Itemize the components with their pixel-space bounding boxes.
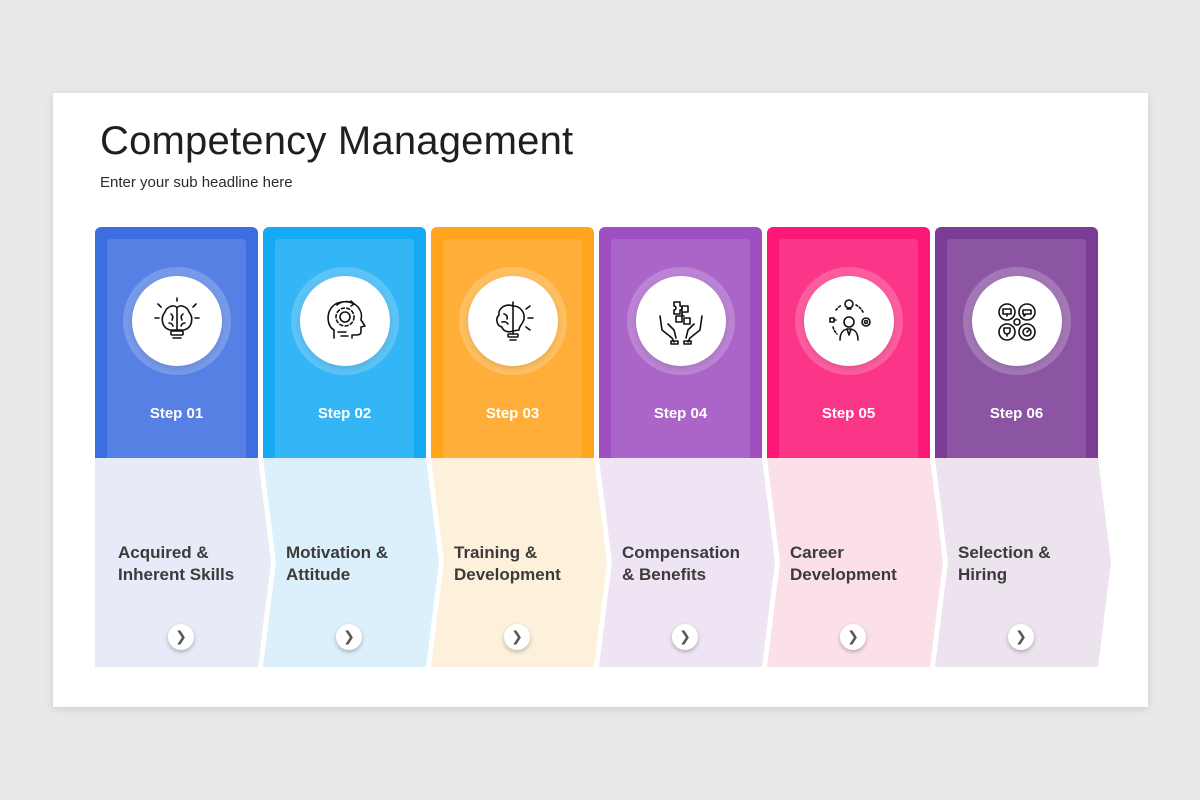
step-4-header: Step 04 [599,227,762,458]
steps-row: Step 01 Acquired & Inherent Skills ❯ [95,227,1111,667]
step-4-next-button[interactable]: ❯ [672,624,698,650]
slide: Competency Management Enter your sub hea… [53,93,1148,707]
step-6-next-button[interactable]: ❯ [1008,624,1034,650]
step-5-label: Step 05 [821,405,876,422]
step-3-header: Step 03 [431,227,594,458]
step-5-arrow-shape [767,458,943,667]
step-1-arrow-shape [95,458,271,667]
step-2-label: Step 02 [317,405,372,422]
step-6-text-line1: Selection & [958,543,1051,562]
step-6-text-line2: Hiring [958,565,1008,584]
step-6-label: Step 06 [989,405,1044,422]
step-2-arrow-shape [263,458,439,667]
step-4-description: Compensation & Benefits [622,542,762,586]
step-5-description: Career Development [790,542,930,586]
step-4-arrow-shape [599,458,775,667]
step-6-description: Selection & Hiring [958,542,1098,586]
step-5-text-line2: Development [790,565,897,584]
page-title: Competency Management [100,119,574,163]
step-3-text-line1: Training & [454,543,538,562]
step-4-text-line1: Compensation [622,543,741,562]
step-6-body: Selection & Hiring ❯ [935,458,1111,667]
step-5-body: Career Development ❯ [767,458,943,667]
step-3: Step 03 Training & Development ❯ [431,227,607,667]
step-3-description: Training & Development [454,542,594,586]
step-4: Step 04 Compensation & Benefits ❯ [599,227,775,667]
step-2-text-line1: Motivation & [286,543,388,562]
career-person-icon [804,276,894,366]
step-1-text-line1: Acquired & [118,543,209,562]
step-3-text-line2: Development [454,565,561,584]
step-2-text-line2: Attitude [286,565,351,584]
step-4-label: Step 04 [653,405,708,422]
hiring-icons-icon [972,276,1062,366]
step-2: Step 02 Motivation & Attitude ❯ [263,227,439,667]
step-6-arrow-shape [935,458,1111,667]
step-2-body: Motivation & Attitude ❯ [263,458,439,667]
step-2-description: Motivation & Attitude [286,542,426,586]
step-1-body: Acquired & Inherent Skills ❯ [95,458,271,667]
step-2-next-button[interactable]: ❯ [336,624,362,650]
brain-icon [132,276,222,366]
step-6: Step 06 Selection & Hiring ❯ [935,227,1111,667]
page-subtitle: Enter your sub headline here [100,174,293,191]
step-1: Step 01 Acquired & Inherent Skills ❯ [95,227,271,667]
step-5: Step 05 Career Development ❯ [767,227,943,667]
step-1-text-line2: Inherent Skills [118,565,235,584]
step-3-arrow-shape [431,458,607,667]
step-5-text-line1: Career [790,543,844,562]
head-gear-icon [300,276,390,366]
brain-bulb-icon [468,276,558,366]
step-1-description: Acquired & Inherent Skills [118,542,258,586]
step-1-next-button[interactable]: ❯ [168,624,194,650]
step-3-next-button[interactable]: ❯ [504,624,530,650]
step-3-label: Step 03 [485,405,540,422]
step-1-header: Step 01 [95,227,258,458]
step-5-header: Step 05 [767,227,930,458]
hands-puzzle-icon [636,276,726,366]
step-1-label: Step 01 [149,405,204,422]
step-2-header: Step 02 [263,227,426,458]
step-4-body: Compensation & Benefits ❯ [599,458,775,667]
step-3-body: Training & Development ❯ [431,458,607,667]
step-5-next-button[interactable]: ❯ [840,624,866,650]
step-6-header: Step 06 [935,227,1098,458]
step-4-text-line2: & Benefits [622,565,707,584]
